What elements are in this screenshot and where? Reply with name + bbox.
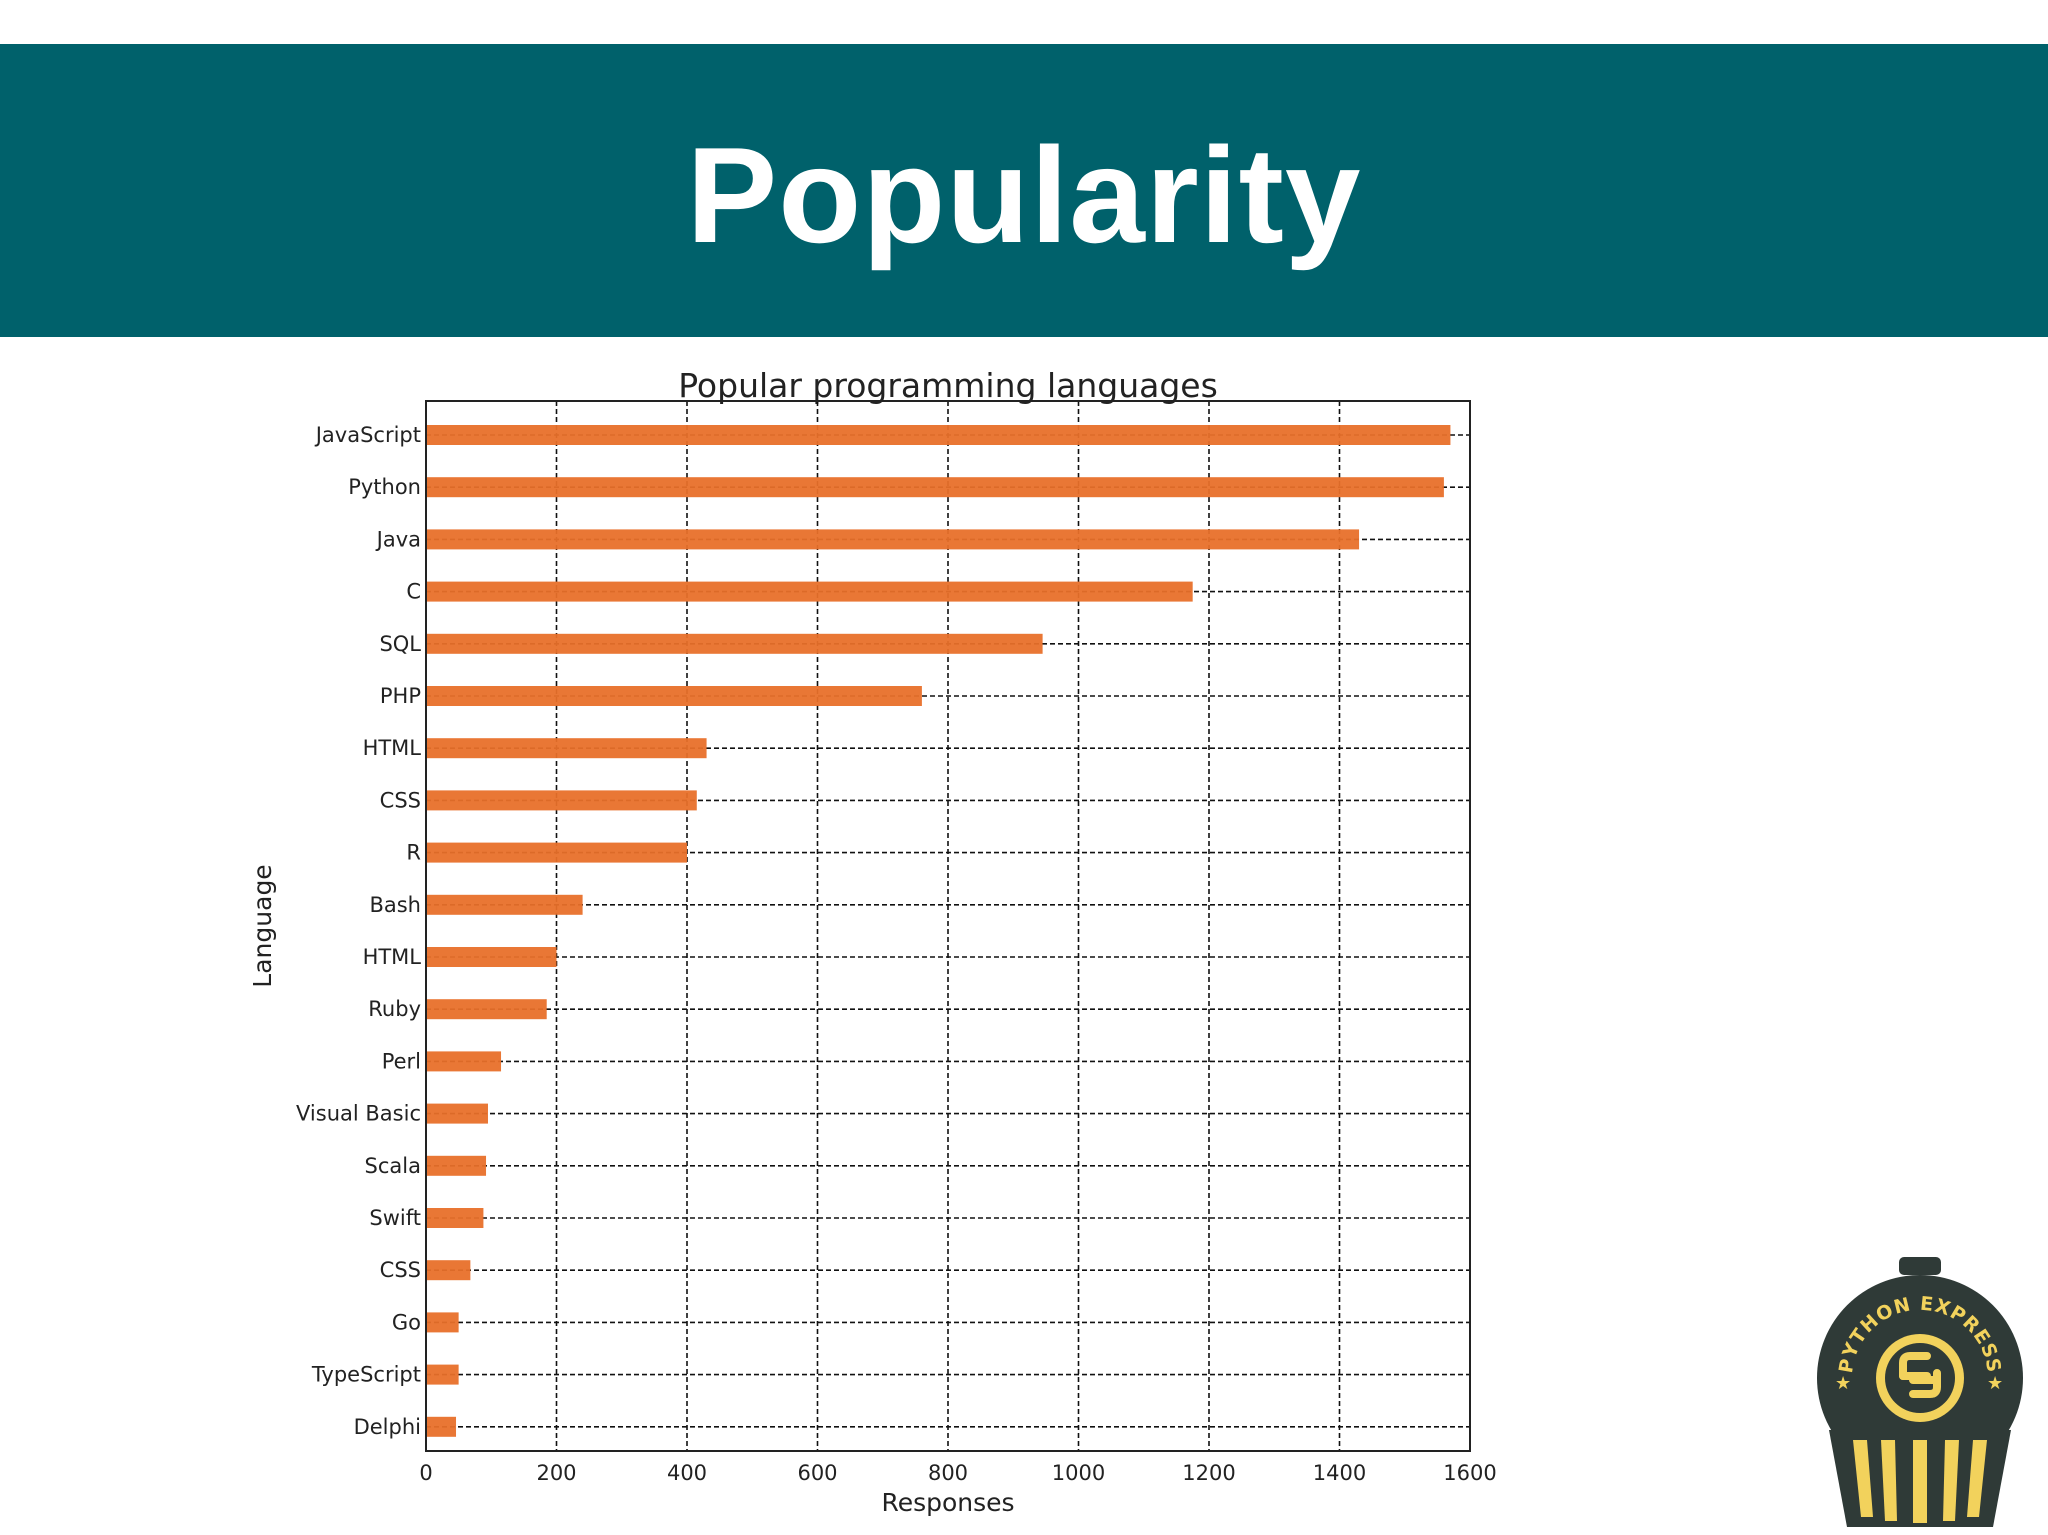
- x-tick-label: 200: [536, 1461, 576, 1485]
- bar: [426, 738, 707, 759]
- axes: [425, 400, 1471, 1452]
- y-tick-label: SQL: [379, 632, 421, 656]
- bar: [426, 477, 1444, 498]
- y-tick-label: Scala: [365, 1154, 421, 1178]
- bar: [426, 633, 1043, 654]
- bars: [426, 425, 1451, 1437]
- y-tick-label: Python: [348, 475, 421, 499]
- x-tick-label: 1000: [1052, 1461, 1105, 1485]
- y-tick-label: Bash: [369, 893, 421, 917]
- y-tick-label: PHP: [380, 684, 421, 708]
- bar: [426, 1051, 502, 1072]
- x-tick-label: 800: [928, 1461, 968, 1485]
- y-tick-label: Ruby: [368, 997, 421, 1021]
- bar: [426, 529, 1360, 550]
- bar: [426, 581, 1193, 602]
- y-tick-label: HTML: [363, 736, 422, 760]
- star-icon-left: ★: [1835, 1373, 1851, 1393]
- grid: [425, 401, 1471, 1451]
- y-tick-labels: JavaScript Python Java C SQL PHP HTML CSS R Bash H…: [296, 423, 421, 1439]
- bar: [426, 1416, 457, 1437]
- bar: [426, 1208, 484, 1228]
- y-tick-label: CSS: [380, 788, 421, 812]
- bar: [426, 1260, 471, 1281]
- y-tick-label: R: [406, 841, 421, 865]
- bar: [426, 686, 922, 706]
- bar: [426, 947, 557, 967]
- python-snake-icon: [1899, 1352, 1941, 1398]
- bar: [426, 790, 697, 811]
- bar: [426, 1312, 459, 1333]
- y-tick-label: Delphi: [354, 1415, 421, 1439]
- y-tick-label: Go: [392, 1310, 421, 1334]
- x-tick-label: 1600: [1443, 1461, 1496, 1485]
- y-axis-label: Language: [248, 864, 277, 987]
- bar: [426, 894, 583, 915]
- x-tick-label: 1400: [1313, 1461, 1366, 1485]
- star-icon-right: ★: [1987, 1373, 2003, 1393]
- x-tick-label: 600: [797, 1461, 837, 1485]
- y-tick-label: Swift: [369, 1206, 421, 1230]
- x-tick-label: 0: [419, 1461, 432, 1485]
- x-tick-labels: 0 200 400 600 800 1000 1200 1400 1600: [419, 1461, 1496, 1485]
- chart-title: Popular programming languages: [678, 366, 1218, 405]
- y-tick-label: HTML: [363, 945, 422, 969]
- slide-title: Popularity: [686, 118, 1362, 271]
- bar: [426, 1364, 459, 1385]
- bar: [426, 999, 547, 1020]
- bar: [426, 1103, 488, 1124]
- python-express-logo: PYTHON EXPRESS ★ ★: [1817, 1257, 2023, 1527]
- y-tick-label: Perl: [382, 1049, 421, 1073]
- plot-frame: [425, 400, 1471, 1452]
- y-tick-label: TypeScript: [311, 1363, 421, 1387]
- y-tick-label: Visual Basic: [296, 1102, 421, 1126]
- y-tick-label: CSS: [380, 1258, 421, 1282]
- y-tick-label: JavaScript: [314, 423, 421, 447]
- bar: [426, 1155, 487, 1176]
- bar: [426, 842, 687, 863]
- x-tick-label: 1200: [1182, 1461, 1235, 1485]
- title-banner: Popularity: [0, 44, 2048, 337]
- y-tick-label: C: [406, 580, 421, 604]
- y-tick-label: Java: [375, 527, 421, 551]
- bar: [426, 425, 1451, 445]
- x-tick-label: 400: [667, 1461, 707, 1485]
- x-axis-label: Responses: [881, 1488, 1014, 1517]
